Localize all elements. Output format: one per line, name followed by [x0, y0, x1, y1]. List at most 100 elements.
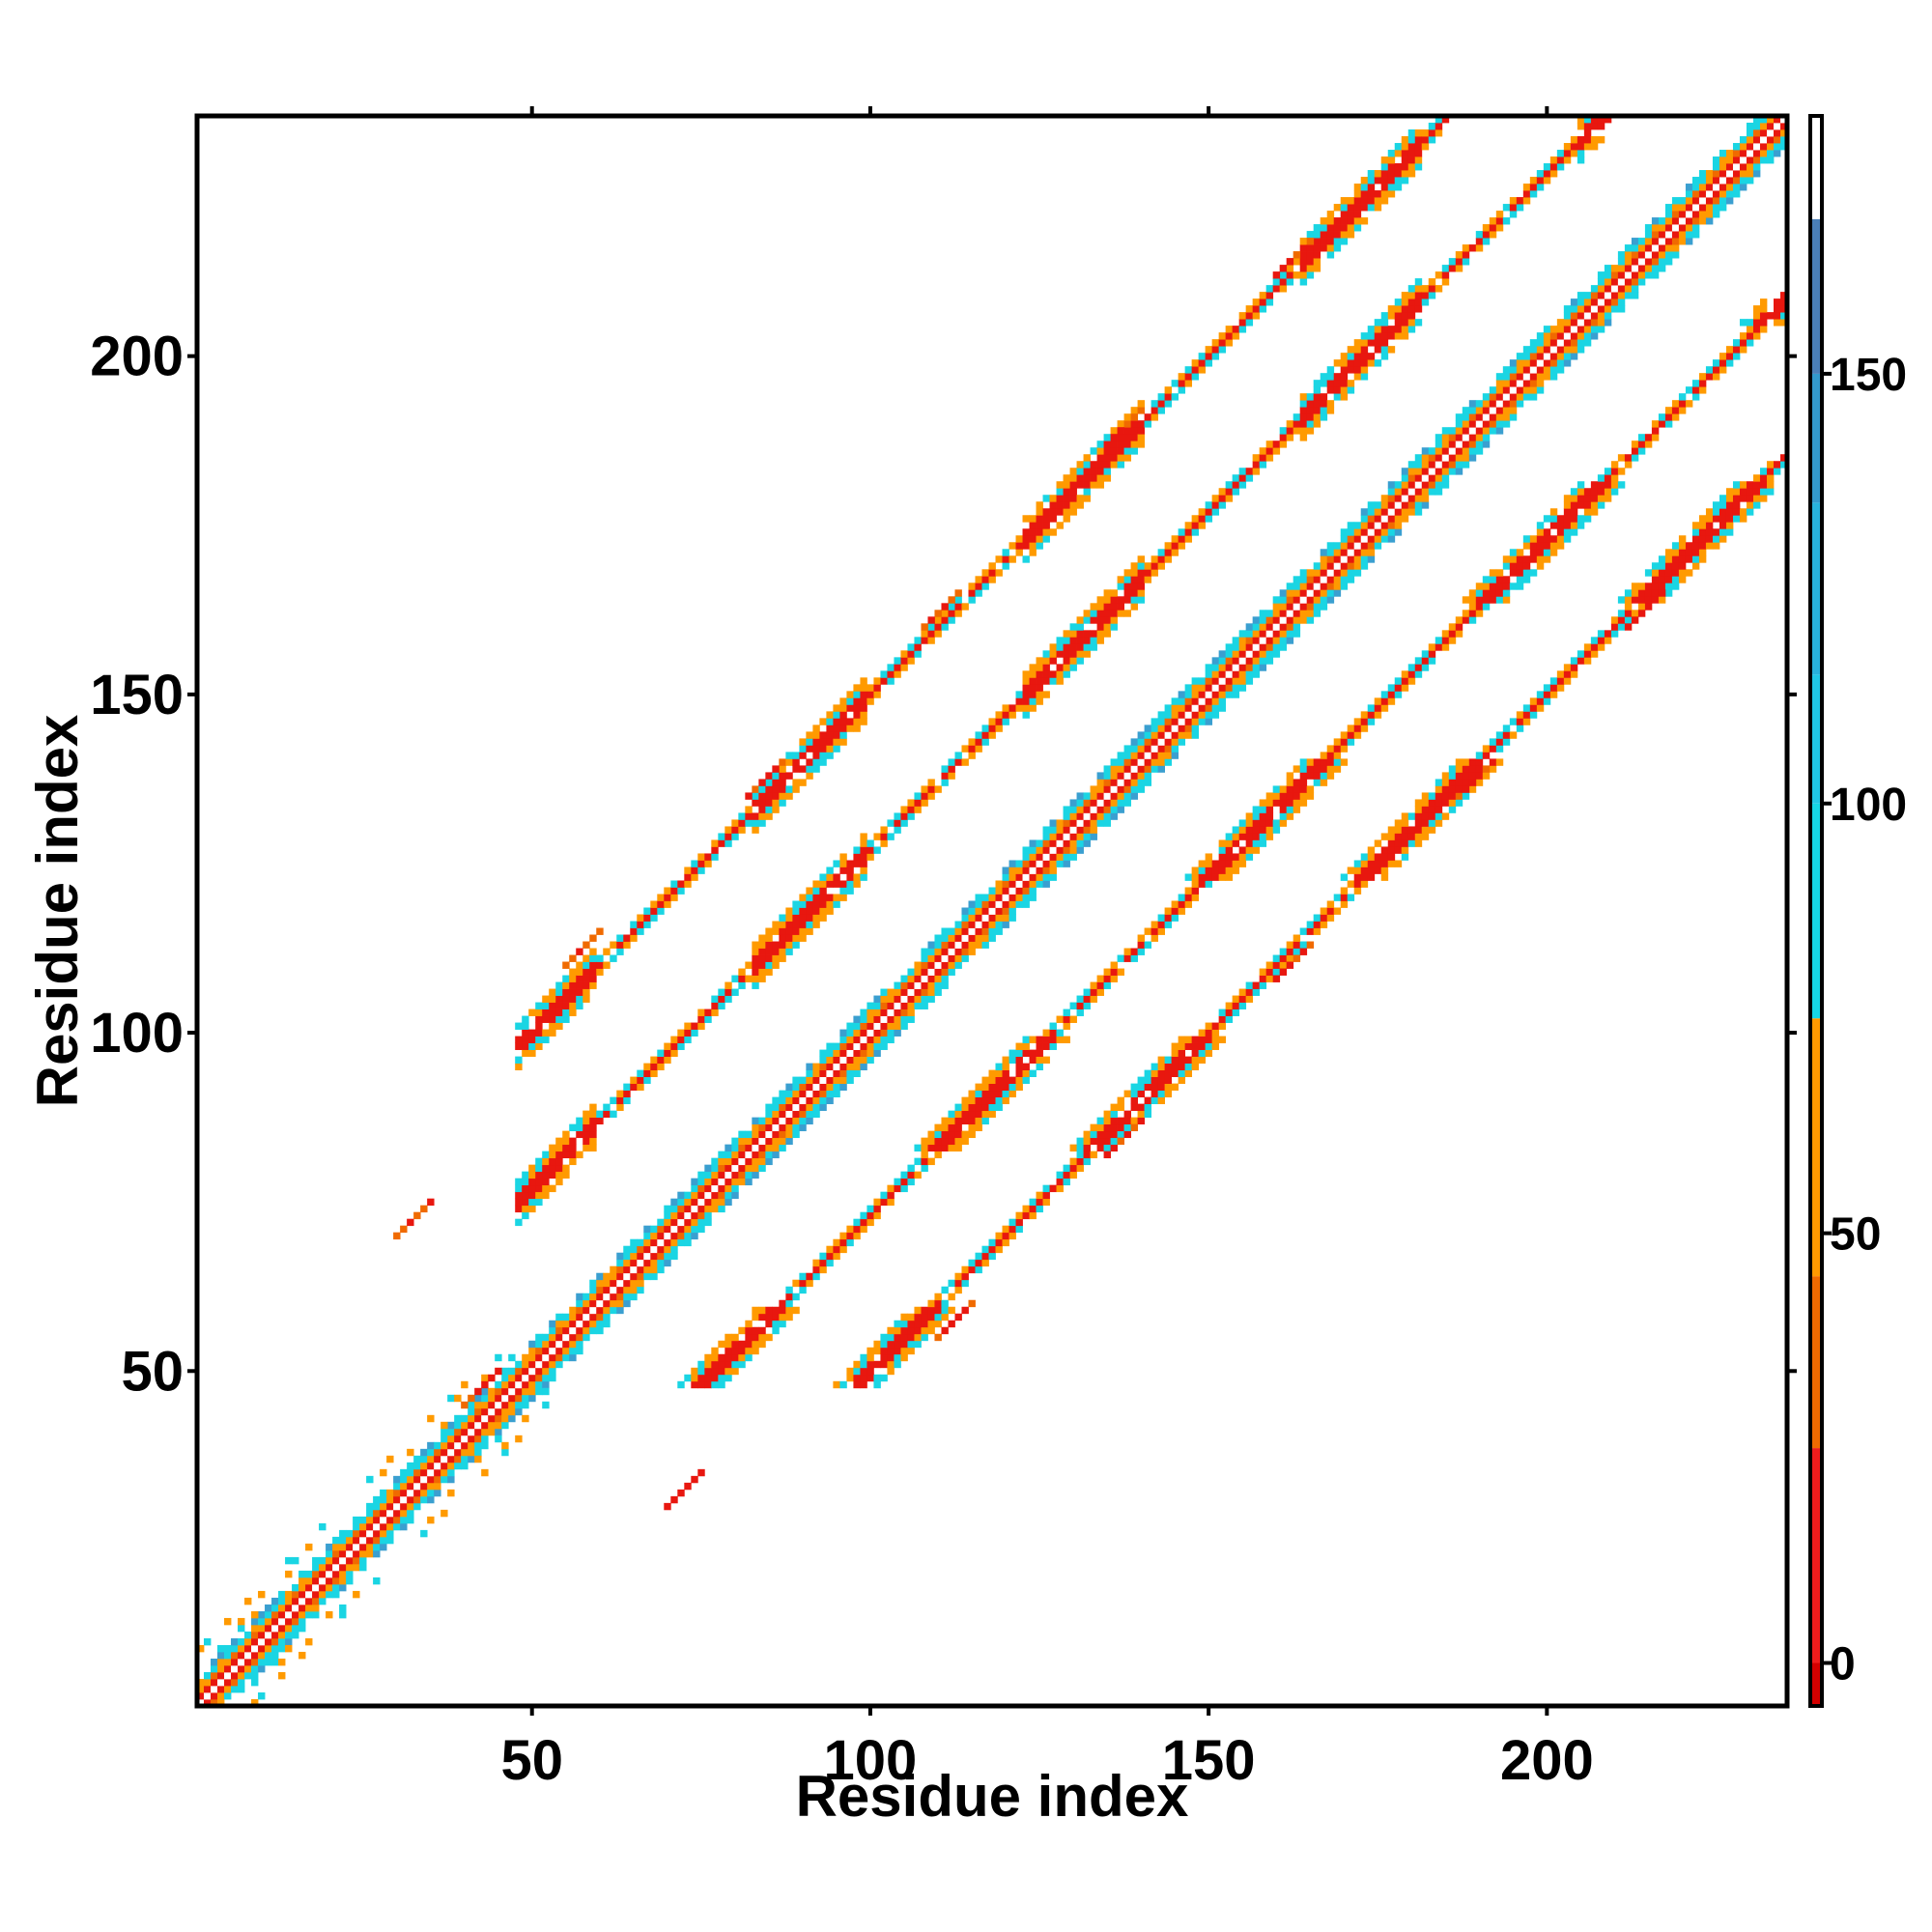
heatmap-cell: [1516, 711, 1524, 719]
heatmap-cell: [380, 1502, 387, 1511]
heatmap-cell: [1407, 826, 1416, 834]
heatmap-cell: [1157, 400, 1165, 408]
heatmap-cell: [718, 1340, 725, 1349]
heatmap-cell: [1536, 386, 1545, 394]
heatmap-cell: [1076, 468, 1084, 475]
heatmap-cell: [1353, 224, 1362, 232]
heatmap-cell: [1570, 664, 1578, 671]
heatmap-cell: [1570, 657, 1578, 665]
heatmap-cell: [1144, 1110, 1151, 1119]
heatmap-cell: [1435, 116, 1443, 124]
heatmap-cell: [1022, 670, 1030, 678]
heatmap-cell: [1340, 555, 1349, 563]
heatmap-cell: [1265, 447, 1274, 455]
heatmap-cell: [508, 1394, 516, 1403]
heatmap-cell: [846, 1374, 854, 1382]
heatmap-cell: [1130, 603, 1138, 611]
heatmap-cell: [670, 1232, 678, 1240]
heatmap-cell: [1036, 542, 1043, 550]
heatmap-cell: [1752, 156, 1761, 164]
heatmap-cell: [1719, 150, 1727, 157]
heatmap-cell: [582, 1313, 590, 1321]
heatmap-cell: [1184, 522, 1193, 529]
heatmap-cell: [1252, 454, 1261, 462]
heatmap-cell: [1320, 779, 1328, 786]
heatmap-cell: [434, 1455, 441, 1463]
heatmap-cell: [1110, 961, 1118, 969]
heatmap-cell: [1529, 549, 1538, 556]
heatmap-cell: [413, 1489, 421, 1497]
heatmap-cell: [1245, 819, 1254, 827]
heatmap-cell: [1096, 779, 1104, 786]
heatmap-cell: [1090, 616, 1097, 624]
heatmap-cell: [1252, 616, 1261, 624]
heatmap-cell: [1130, 569, 1138, 577]
heatmap-cell: [995, 1063, 1003, 1070]
heatmap-cell: [1482, 427, 1491, 435]
heatmap-cell: [948, 968, 955, 976]
heatmap-cell: [833, 1049, 840, 1057]
heatmap-cell: [752, 812, 759, 820]
heatmap-cell: [1428, 806, 1436, 813]
heatmap-cell: [860, 1009, 867, 1016]
heatmap-cell: [826, 1076, 834, 1084]
heatmap-cell: [724, 995, 732, 1003]
heatmap-cell: [1516, 197, 1524, 205]
heatmap-cell: [1698, 380, 1707, 387]
heatmap-cell: [1063, 1164, 1070, 1173]
heatmap-cell: [1577, 339, 1585, 347]
heatmap-cell: [1090, 819, 1097, 827]
heatmap-cell: [278, 1604, 286, 1612]
heatmap-cell: [900, 1002, 908, 1009]
heatmap-cell: [569, 1137, 577, 1146]
heatmap-cell: [1435, 812, 1443, 820]
heatmap-cell: [1205, 1036, 1213, 1043]
heatmap-cell: [1563, 528, 1572, 536]
heatmap-cell: [339, 1610, 347, 1619]
heatmap-cell: [1407, 319, 1416, 327]
heatmap-cell: [819, 914, 827, 922]
heatmap-cell: [1631, 616, 1639, 624]
heatmap-cell: [1414, 839, 1423, 847]
heatmap-cell: [711, 1380, 719, 1389]
heatmap-cell: [1590, 643, 1599, 651]
heatmap-cell: [1597, 285, 1605, 293]
heatmap-cell: [1590, 481, 1599, 489]
heatmap-cell: [407, 1218, 414, 1227]
heatmap-cell: [927, 954, 935, 962]
heatmap-cell: [1225, 339, 1234, 347]
heatmap-cell: [562, 995, 570, 1003]
heatmap-cell: [1495, 373, 1504, 381]
heatmap-cell: [373, 1577, 381, 1585]
heatmap-cell: [319, 1556, 327, 1565]
heatmap-cell: [1583, 319, 1592, 327]
heatmap-cell: [427, 1448, 435, 1457]
heatmap-cell: [880, 1191, 888, 1200]
heatmap-cell: [1360, 332, 1369, 340]
colorbar-band: [1810, 803, 1822, 1019]
heatmap-cell: [1049, 1042, 1057, 1050]
heatmap-cell: [461, 1455, 469, 1463]
heatmap-cell: [968, 934, 976, 942]
heatmap-cell: [501, 1421, 509, 1430]
heatmap-cell: [292, 1631, 299, 1639]
heatmap-cell: [1164, 724, 1173, 732]
heatmap-cell: [1475, 413, 1484, 421]
heatmap-cell: [1536, 170, 1545, 178]
heatmap-cell: [332, 1563, 340, 1572]
heatmap-cell: [1245, 312, 1254, 320]
heatmap-cell: [812, 1090, 820, 1098]
heatmap-cell: [1238, 988, 1247, 996]
heatmap-cell: [562, 1320, 570, 1328]
heatmap-cell: [339, 1529, 347, 1538]
heatmap-cell: [1036, 697, 1043, 705]
heatmap-cell: [779, 1313, 786, 1321]
heatmap-cell: [988, 934, 996, 942]
heatmap-cell: [562, 1313, 570, 1321]
heatmap-cell: [1211, 697, 1220, 705]
heatmap-cell: [400, 1522, 408, 1531]
heatmap-cell: [1218, 860, 1227, 867]
heatmap-cell: [1171, 549, 1179, 556]
heatmap-cell: [1009, 711, 1016, 719]
